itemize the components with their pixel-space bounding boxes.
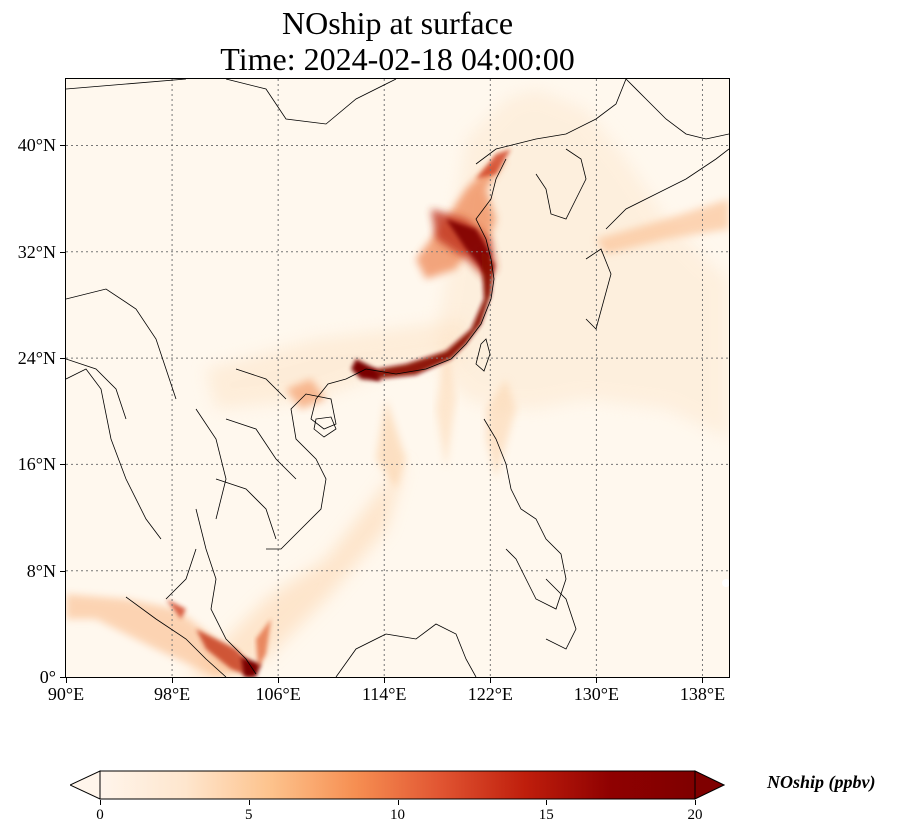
colorbar-tick-mark — [100, 800, 101, 805]
lon-tick-label: 114°E — [361, 684, 407, 704]
colorbar-max-extend — [694, 770, 725, 800]
lat-tick-label: 24°N — [17, 348, 56, 369]
lat-tick-label: 16°N — [17, 454, 56, 475]
colorbar-tick-label: 15 — [538, 807, 554, 823]
ship-emission-plumes — [166, 149, 511, 677]
lon-tick-label: 106°E — [255, 684, 301, 704]
missing-data-patch — [722, 579, 729, 587]
colorbar-tick-label: 20 — [687, 807, 703, 823]
lon-tick-mark — [702, 678, 704, 683]
concentration-field — [66, 89, 729, 677]
gridlines — [66, 79, 729, 677]
lon-tick-label: 90°E — [47, 684, 85, 704]
colorbar-body — [99, 770, 696, 800]
lon-tick-label: 130°E — [573, 684, 619, 704]
lon-tick-label: 122°E — [467, 684, 513, 704]
lon-tick-mark — [278, 678, 280, 683]
lat-tick-label: 32°N — [17, 241, 56, 262]
lon-tick-mark — [596, 678, 598, 683]
lon-tick-mark — [490, 678, 492, 683]
lon-tick-mark — [172, 678, 174, 683]
colorbar-tick-label: 5 — [245, 807, 253, 823]
map-title: NOship at surface — [281, 5, 514, 41]
lat-tick-mark — [60, 570, 65, 572]
lat-tick-label: 8°N — [26, 560, 56, 581]
colorbar-tick-label: 10 — [390, 807, 405, 823]
map-subtitle-time: Time: 2024-02-18 04:00:00 — [220, 41, 575, 77]
lat-tick-mark — [60, 358, 65, 360]
colorbar-tick-mark — [546, 800, 548, 805]
lat-tick-label: 0° — [39, 667, 56, 687]
lat-tick-mark — [60, 677, 65, 678]
lon-tick-mark — [384, 678, 386, 683]
lat-tick-mark — [60, 464, 65, 466]
lon-tick-label: 138°E — [679, 684, 726, 704]
colorbar-tick-mark — [248, 800, 250, 805]
colorbar-tick-mark — [397, 800, 399, 805]
map-canvas — [66, 79, 729, 677]
colorbar — [70, 770, 725, 800]
colorbar-tick-label: 0 — [96, 807, 104, 823]
lat-tick-mark — [60, 251, 65, 253]
lon-tick-mark — [66, 678, 67, 683]
colorbar-tick-mark — [695, 800, 696, 805]
lon-tick-label: 98°E — [153, 684, 191, 704]
colorbar-label: NOship (ppbv) — [767, 772, 876, 792]
colorbar-min-extend — [70, 770, 101, 800]
map-area[interactable] — [65, 78, 730, 678]
coastlines — [66, 79, 729, 677]
lat-tick-mark — [60, 145, 65, 147]
lat-tick-label: 40°N — [17, 135, 56, 156]
